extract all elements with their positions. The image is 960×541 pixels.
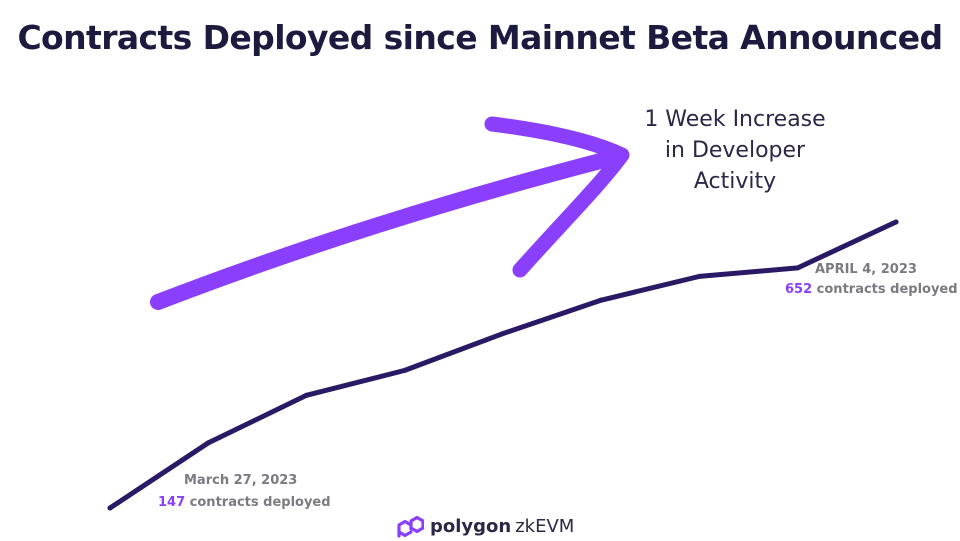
polygon-zkevm-logo: polygon zkEVM: [392, 511, 574, 541]
series-line: [107, 219, 899, 511]
chart-title: Contracts Deployed since Mainnet Beta An…: [17, 18, 943, 57]
start-date: March 27, 2023: [184, 473, 298, 488]
logo-product: zkEVM: [515, 515, 575, 537]
start-value: 147: [158, 495, 186, 510]
increase-arrow-head-icon: [484, 116, 630, 278]
start-value-label: 147 contracts deployed: [158, 495, 331, 510]
start-annotation: March 27, 2023: [184, 473, 297, 488]
logo-brand: polygon: [430, 515, 512, 537]
end-date: APRIL 4, 2023: [815, 262, 917, 277]
start-suffix: contracts deployed: [189, 495, 331, 510]
end-annotation: APRIL 4, 2023: [815, 262, 917, 277]
callout-line: 1 Week Increase: [644, 107, 826, 132]
callout-annotation: 1 Week Increase in Developer Activity: [630, 104, 840, 197]
data-point-mar-29: [304, 392, 309, 398]
data-point-mar-30: [402, 367, 408, 373]
data-point-mar-31: [500, 331, 506, 337]
end-value-label: 652 contracts deployed: [785, 282, 958, 297]
data-point-mar-27: [107, 505, 113, 511]
polygon-logo-icon: [397, 515, 424, 538]
increase-arrow-icon: [150, 150, 620, 310]
callout-line: Activity: [693, 169, 777, 194]
end-value: 652: [785, 282, 813, 297]
data-point-mar-28: [205, 440, 211, 446]
end-suffix: contracts deployed: [816, 282, 958, 297]
data-point-apr-2: [697, 273, 702, 279]
data-point-apr-3: [795, 265, 801, 271]
data-point-apr-1: [598, 297, 604, 303]
callout-line: in Developer: [664, 138, 806, 163]
data-point-apr-4: [893, 219, 899, 225]
